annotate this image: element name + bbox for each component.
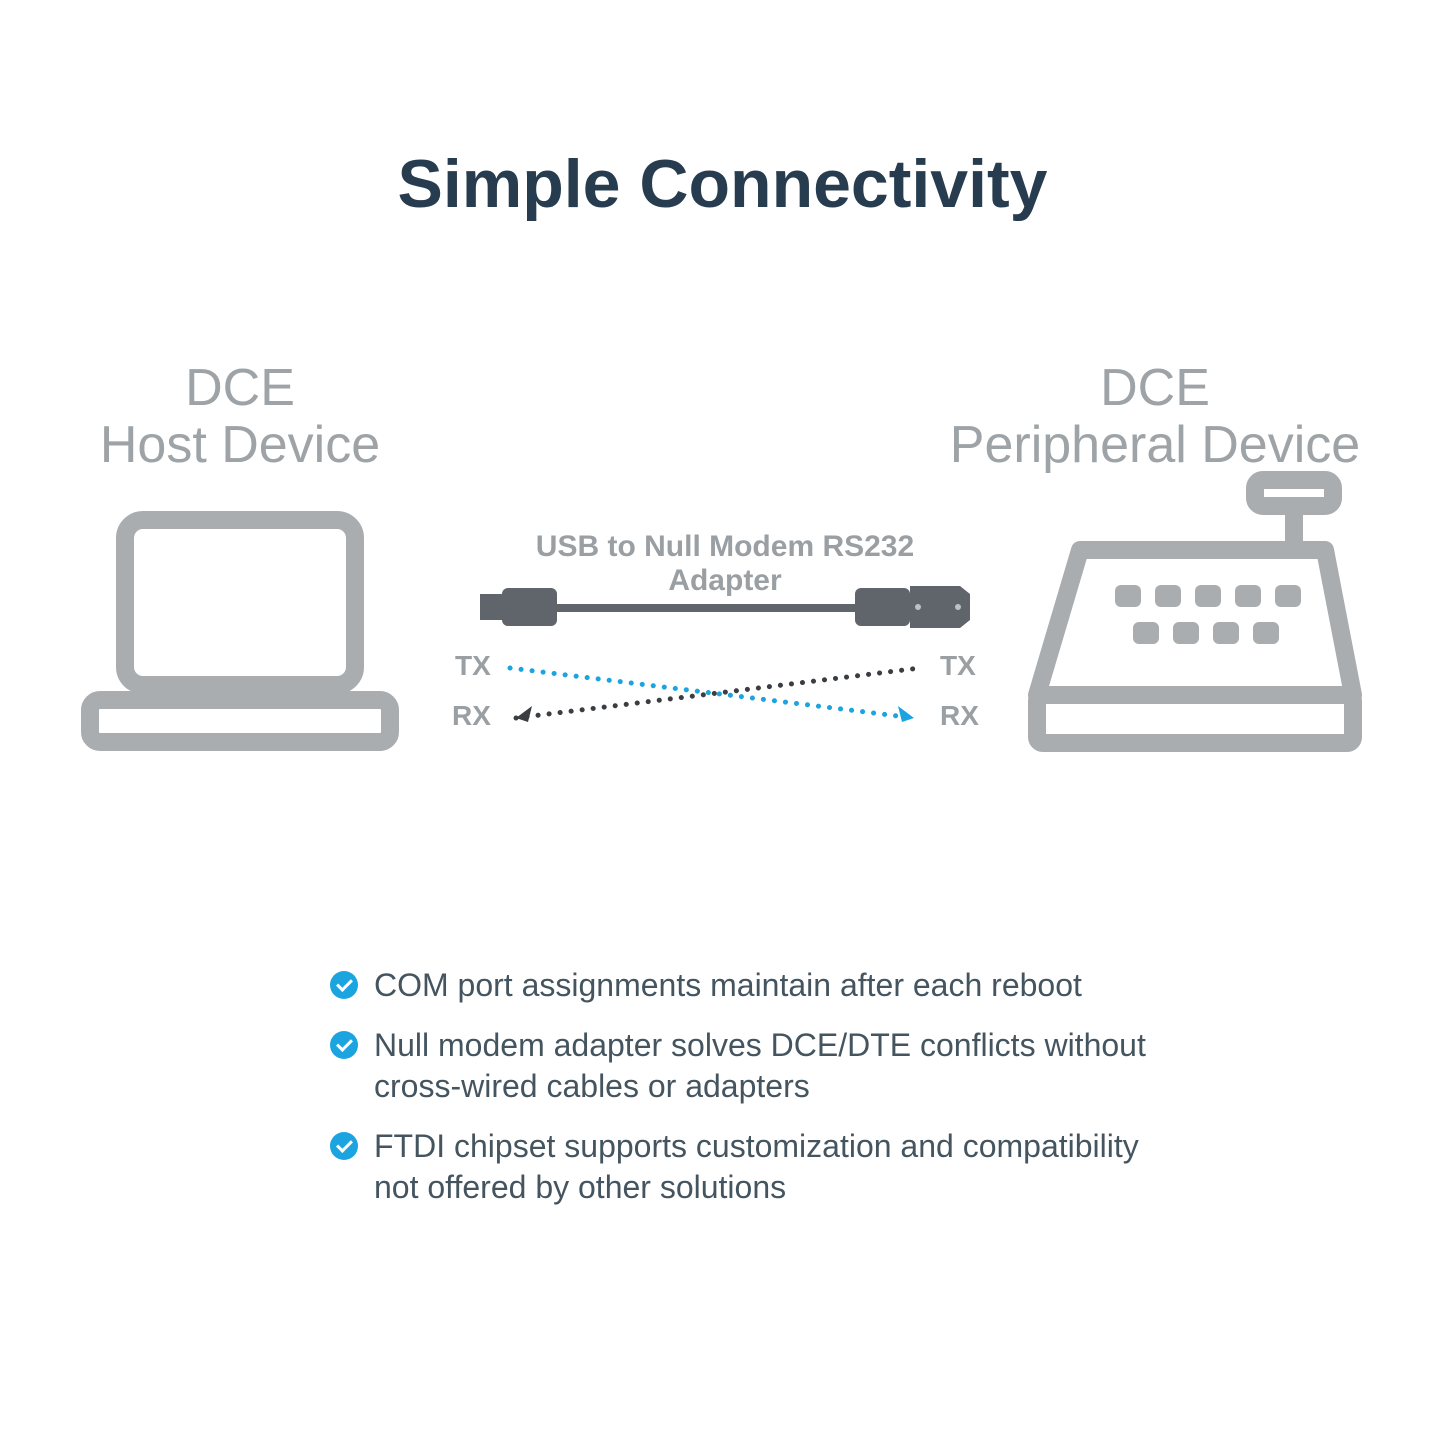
host-device-label: DCEHost Device <box>60 360 420 474</box>
peripheral-tx-label: TX <box>940 650 976 682</box>
bullet-text: FTDI chipset supports customization and … <box>374 1126 1150 1209</box>
peripheral-rx-label: RX <box>940 700 979 732</box>
page-title: Simple Connectivity <box>0 145 1445 223</box>
host-tx-label: TX <box>455 650 491 682</box>
bullet-text: Null modem adapter solves DCE/DTE confli… <box>374 1025 1150 1108</box>
adapter-cable-icon <box>480 580 970 635</box>
bullet-item: COM port assignments maintain after each… <box>330 965 1150 1007</box>
check-icon <box>330 971 358 999</box>
cash-register-icon <box>1025 470 1365 760</box>
bullet-text: COM port assignments maintain after each… <box>374 965 1082 1007</box>
host-rx-label: RX <box>452 700 491 732</box>
check-icon <box>330 1132 358 1160</box>
peripheral-device-label: DCEPeripheral Device <box>925 360 1385 474</box>
crossover-lines-icon <box>500 660 930 730</box>
bullet-item: Null modem adapter solves DCE/DTE confli… <box>330 1025 1150 1108</box>
check-icon <box>330 1031 358 1059</box>
feature-bullets: COM port assignments maintain after each… <box>330 965 1150 1227</box>
bullet-item: FTDI chipset supports customization and … <box>330 1126 1150 1209</box>
laptop-icon <box>80 500 400 760</box>
